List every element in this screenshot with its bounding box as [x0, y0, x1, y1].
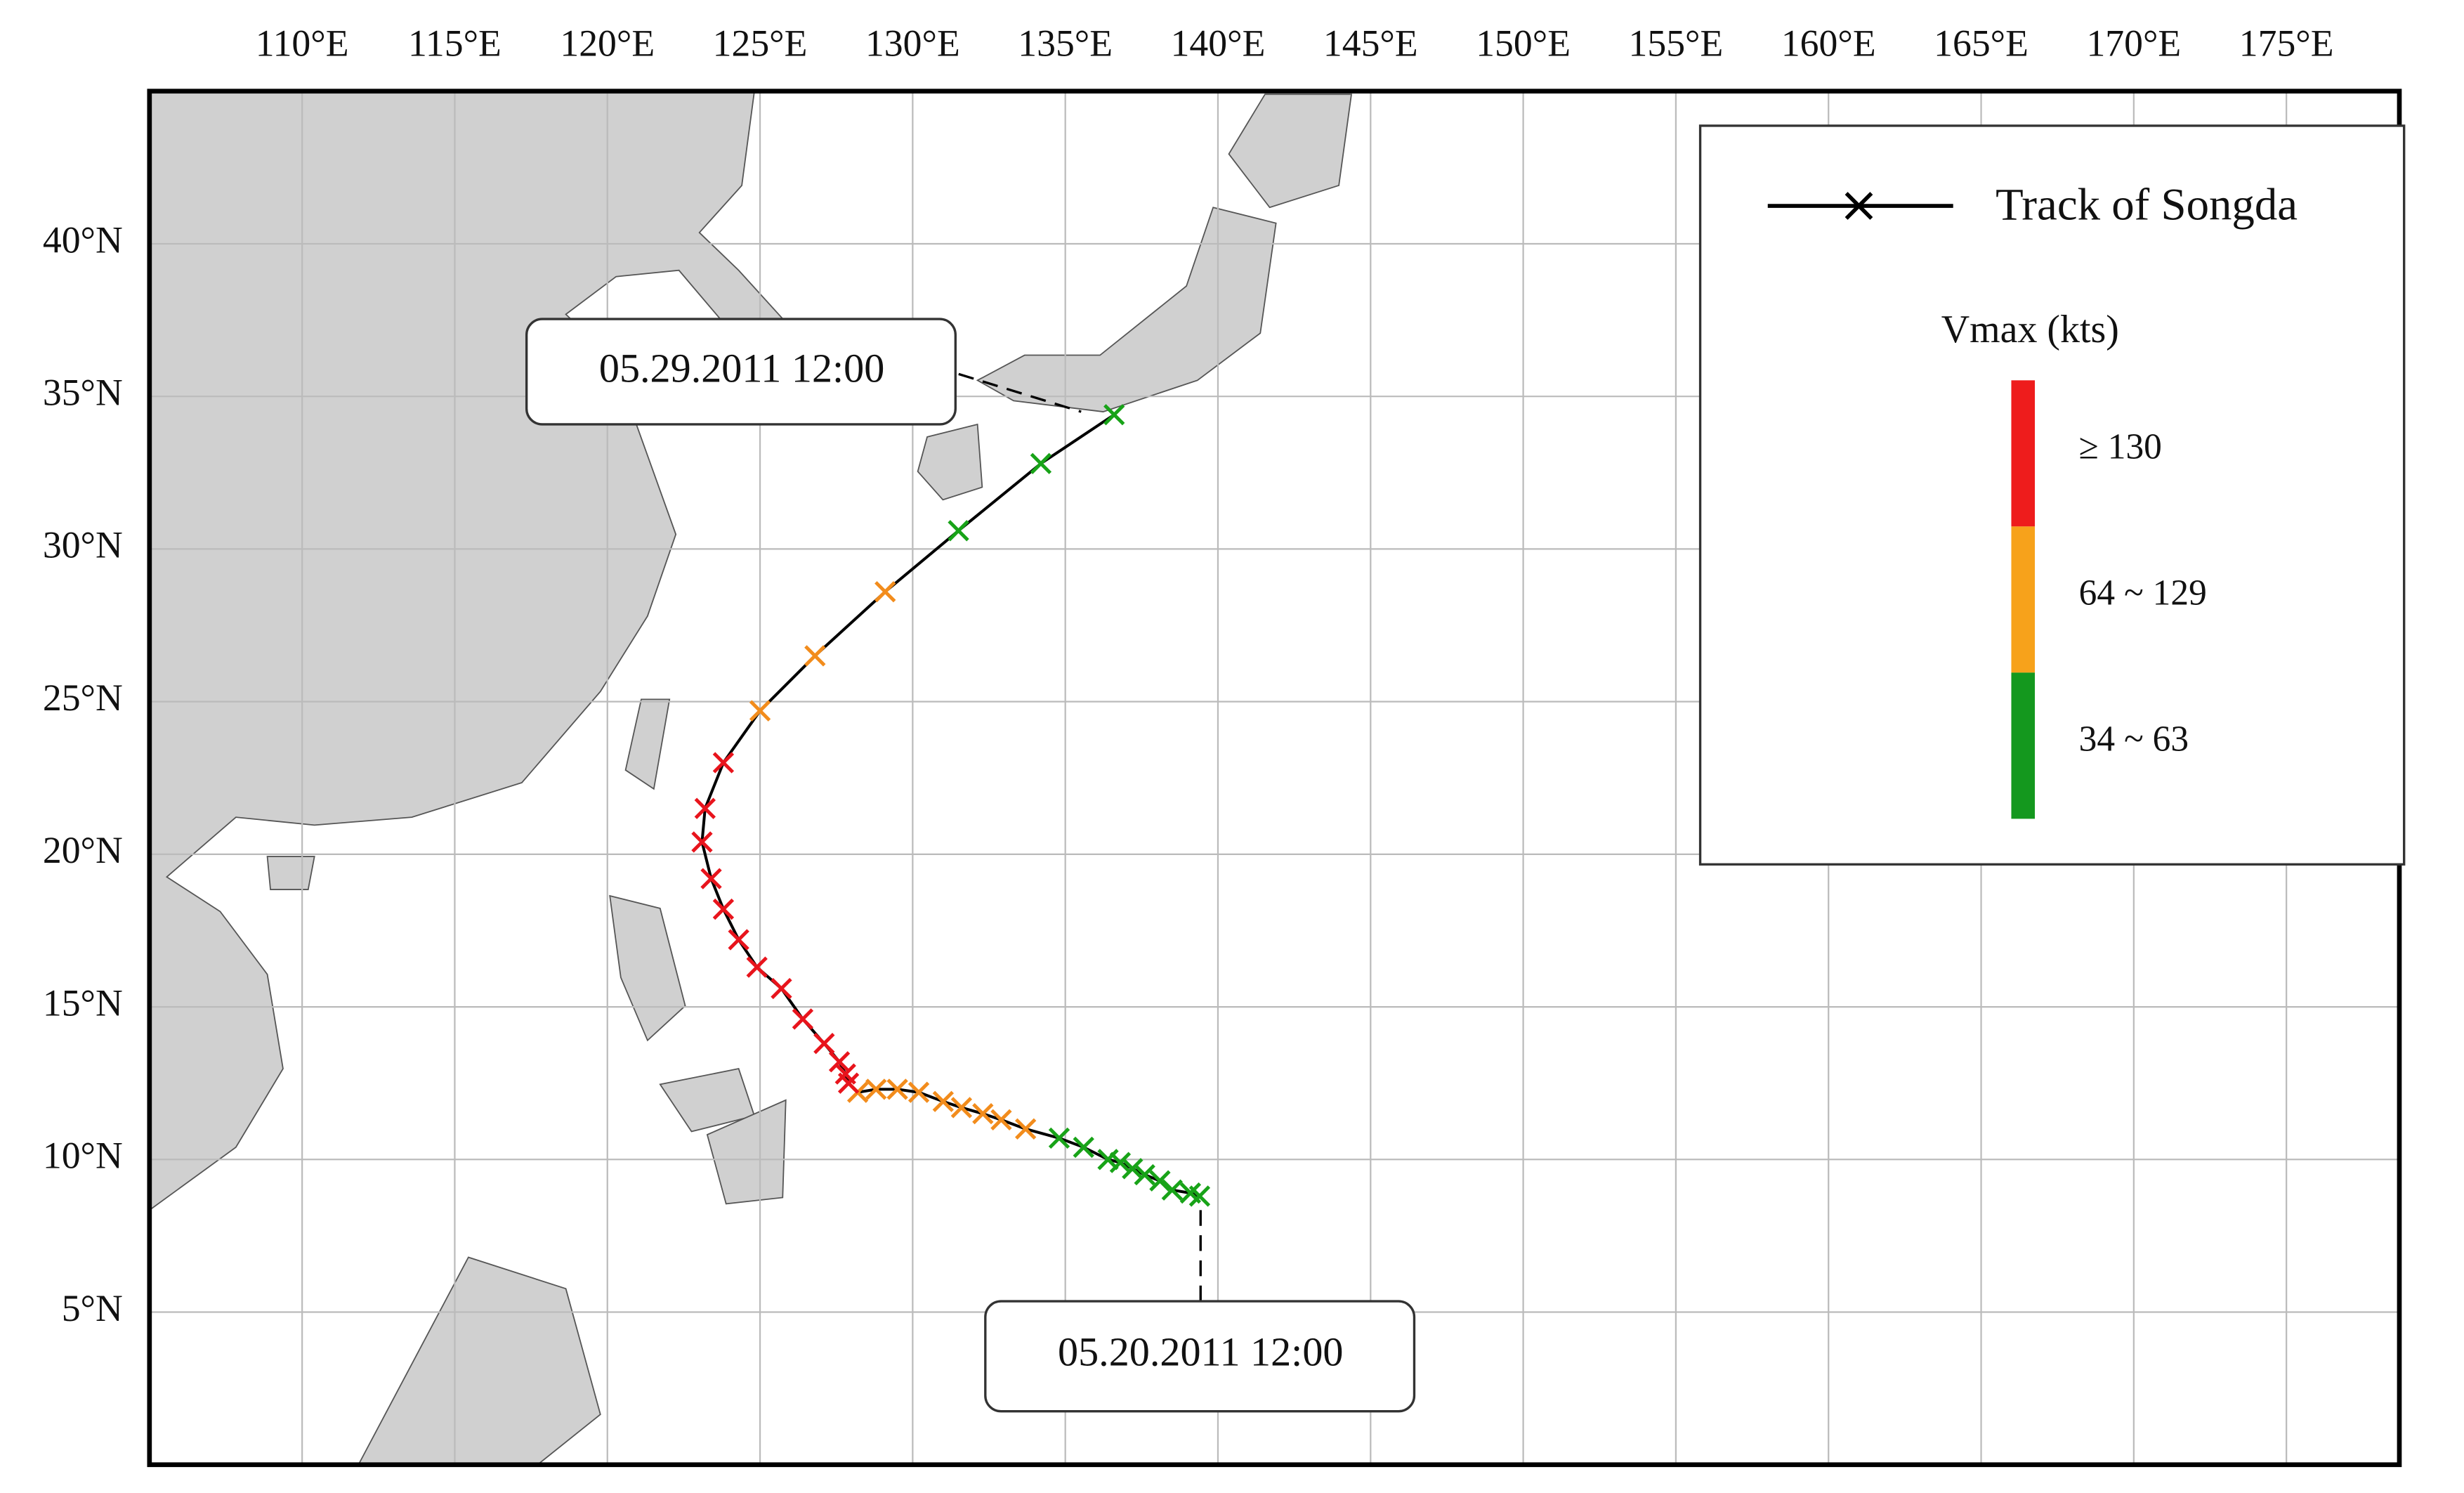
track-point: [749, 700, 771, 722]
legend: Track of Songda Vmax (kts) ≥ 130 64 ~ 129…: [1698, 124, 2406, 866]
x-tick-label: 145°E: [1323, 22, 1418, 64]
legend-swatch: [2011, 672, 2036, 819]
y-tick-label: 35°N: [43, 371, 123, 413]
legend-swatch: [2011, 380, 2036, 527]
legend-title: Vmax (kts): [1941, 308, 2119, 351]
track-point: [712, 752, 735, 774]
track-point: [990, 1109, 1012, 1130]
track-point: [948, 520, 969, 542]
track-point: [950, 1097, 973, 1119]
annotation-start: 05.29.2011 12:00: [525, 318, 1082, 426]
x-tick-label: 115°E: [408, 22, 502, 64]
track-point: [1179, 1182, 1202, 1204]
legend-class-label: ≥ 130: [2079, 427, 2162, 467]
x-tick-label: 175°E: [2239, 22, 2334, 64]
x-tick-label: 120°E: [560, 22, 655, 64]
y-tick-label: 15°N: [43, 982, 123, 1024]
y-tick-label: 40°N: [43, 219, 123, 261]
track-point: [804, 645, 826, 667]
track-point: [712, 898, 735, 920]
track-point: [972, 1102, 994, 1125]
legend-box: [1698, 124, 2406, 866]
track-point: [1122, 1158, 1143, 1180]
x-tick-label: 170°E: [2086, 22, 2181, 64]
track-point: [1073, 1136, 1094, 1159]
legend-class-label: 34 ~ 63: [2079, 719, 2189, 759]
y-tick-label: 25°N: [43, 677, 123, 719]
track-point: [813, 1033, 835, 1055]
legend-marker: [1844, 192, 1873, 220]
x-tick-label: 135°E: [1018, 22, 1113, 64]
x-tick-label: 150°E: [1476, 22, 1571, 64]
annotation-text: 05.29.2011 12:00: [599, 345, 884, 391]
annotation-end: 05.20.2011 12:00: [984, 1204, 1416, 1413]
track-point: [1149, 1170, 1171, 1192]
track-point: [700, 868, 722, 889]
track-point: [771, 977, 792, 1000]
track-point: [694, 797, 716, 819]
track-point: [792, 1008, 814, 1030]
track: [691, 404, 1211, 1207]
x-tick-label: 140°E: [1171, 22, 1266, 64]
track-point: [1109, 1152, 1132, 1173]
x-tick-label: 110°E: [256, 22, 349, 64]
track-point: [932, 1090, 954, 1112]
annotation-box: [984, 1300, 1416, 1413]
land: [148, 90, 1353, 1466]
track-point: [1134, 1163, 1155, 1186]
kyushu: [917, 423, 983, 501]
legend-label: Track of Songda: [1996, 179, 2298, 230]
track-point: [834, 1063, 856, 1085]
track-point: [691, 831, 713, 853]
y-tick-label: 30°N: [43, 524, 123, 566]
x-tick-label: 130°E: [865, 22, 960, 64]
annotation-text: 05.20.2011 12:00: [1058, 1329, 1343, 1375]
track-point: [874, 581, 896, 603]
honshu: [976, 207, 1277, 412]
hainan: [266, 856, 315, 890]
track-point: [1048, 1127, 1070, 1149]
taiwan: [624, 698, 671, 790]
track-point: [1097, 1149, 1119, 1171]
x-tick-label: 155°E: [1629, 22, 1724, 64]
track-point: [1103, 404, 1125, 426]
hokkaido: [1228, 93, 1353, 209]
track-point: [1015, 1118, 1037, 1140]
x-tick-label: 165°E: [1934, 22, 2029, 64]
y-tick-label: 10°N: [43, 1135, 123, 1177]
track-point: [728, 929, 749, 951]
luzon: [609, 894, 686, 1042]
track-point: [1161, 1179, 1183, 1201]
legend-swatch: [2011, 526, 2036, 673]
track-point: [1030, 452, 1052, 474]
track-point: [746, 956, 768, 978]
y-tick-label: 20°N: [43, 829, 123, 871]
leader-line: [958, 372, 1082, 413]
annotation-box: [525, 318, 957, 426]
legend-class-label: 64 ~ 129: [2079, 573, 2207, 613]
x-tick-label: 125°E: [713, 22, 808, 64]
track-point: [865, 1078, 887, 1100]
track-point: [886, 1078, 908, 1100]
x-tick-label: 160°E: [1781, 22, 1876, 64]
track-point: [907, 1081, 930, 1103]
track-point: [828, 1051, 851, 1073]
mainland-asia: [148, 90, 798, 1212]
y-tick-label: 5°N: [62, 1287, 123, 1329]
